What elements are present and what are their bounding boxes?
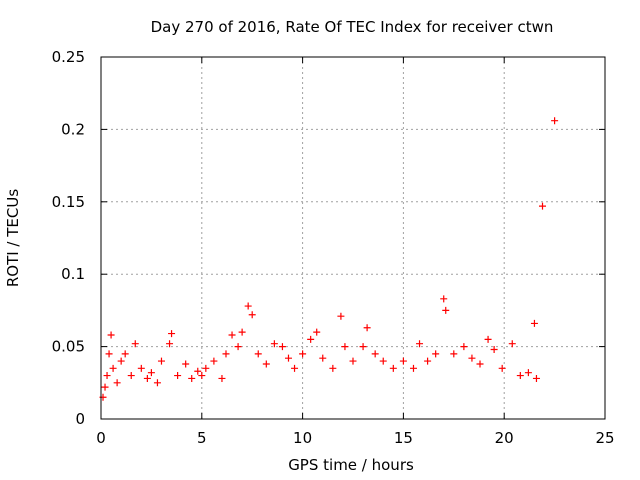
data-point (262, 360, 270, 368)
data-point (131, 340, 139, 348)
data-point (228, 331, 236, 339)
data-point (460, 343, 468, 351)
data-point (105, 350, 113, 358)
x-tick-label: 0 (96, 429, 106, 447)
data-point (341, 343, 349, 351)
data-point (234, 343, 242, 351)
data-point (524, 369, 532, 377)
data-point (442, 306, 450, 314)
data-point (278, 343, 286, 351)
data-point (248, 311, 256, 319)
data-point (424, 357, 432, 365)
data-point (107, 331, 115, 339)
data-point (291, 364, 299, 372)
data-point (188, 374, 196, 382)
data-point (490, 345, 498, 353)
plot-frame (100, 56, 606, 420)
axis-ticks: 0 5 10 15 20 25 0 0.05 0.1 0.15 0.2 0.25 (52, 48, 615, 447)
y-tick-label: 0.2 (61, 120, 85, 138)
data-point (109, 364, 117, 372)
data-point (194, 367, 202, 375)
y-tick-label: 0 (75, 410, 85, 428)
data-point (238, 328, 246, 336)
data-point (468, 354, 476, 362)
data-point (101, 383, 109, 391)
data-point (530, 319, 538, 327)
data-point (244, 302, 252, 310)
data-point (551, 117, 559, 125)
data-point (113, 379, 121, 387)
x-tick-label: 20 (495, 429, 514, 447)
x-tick-label: 5 (197, 429, 207, 447)
x-tick-label: 10 (293, 429, 312, 447)
data-point (143, 374, 151, 382)
data-point (254, 350, 262, 358)
data-point (484, 335, 492, 343)
data-point (516, 372, 524, 380)
data-point (399, 357, 407, 365)
data-point (416, 340, 424, 348)
y-tick-label: 0.1 (61, 265, 85, 283)
data-point (210, 357, 218, 365)
data-point (121, 350, 129, 358)
data-point (349, 357, 357, 365)
data-point (147, 369, 155, 377)
data-point (409, 364, 417, 372)
data-point (371, 350, 379, 358)
data-point (299, 350, 307, 358)
data-point (127, 372, 135, 380)
data-point (103, 372, 111, 380)
data-point (450, 350, 458, 358)
data-point (337, 312, 345, 320)
y-tick-label: 0.25 (52, 48, 85, 66)
data-point (153, 379, 161, 387)
data-point (319, 354, 327, 362)
data-point (476, 360, 484, 368)
data-point (117, 357, 125, 365)
data-point (359, 343, 367, 351)
data-point (363, 324, 371, 332)
data-point (389, 364, 397, 372)
data-point (379, 357, 387, 365)
y-axis-label: ROTI / TECUs (4, 189, 22, 287)
x-tick-label: 15 (394, 429, 413, 447)
data-point (532, 374, 540, 382)
grid-lines (101, 57, 605, 419)
data-point (539, 202, 547, 210)
data-point (137, 364, 145, 372)
data-point (166, 340, 174, 348)
data-point (498, 364, 506, 372)
data-point (222, 350, 230, 358)
data-point (432, 350, 440, 358)
data-points (99, 117, 559, 401)
data-point (174, 372, 182, 380)
data-point (202, 364, 210, 372)
data-point (168, 330, 176, 338)
x-tick-label: 25 (595, 429, 614, 447)
data-point (218, 374, 226, 382)
x-axis-label: GPS time / hours (288, 456, 414, 474)
data-point (198, 372, 206, 380)
data-point (284, 354, 292, 362)
data-point (508, 340, 516, 348)
data-point (329, 364, 337, 372)
data-point (270, 340, 278, 348)
data-point (313, 328, 321, 336)
chart-title: Day 270 of 2016, Rate Of TEC Index for r… (151, 18, 554, 36)
data-point (182, 360, 190, 368)
data-point (440, 295, 448, 303)
y-tick-label: 0.15 (52, 193, 85, 211)
data-point (157, 357, 165, 365)
data-point (307, 335, 315, 343)
y-tick-label: 0.05 (52, 338, 85, 356)
